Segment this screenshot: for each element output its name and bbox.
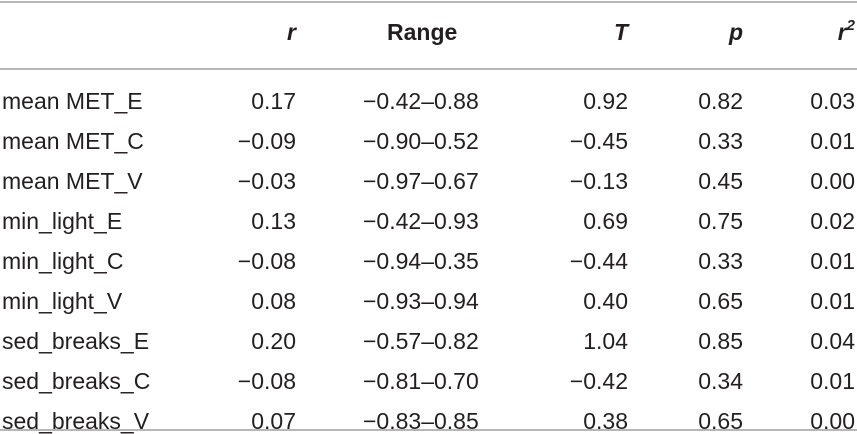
- r-squared-cell: 0.02: [810, 208, 855, 234]
- p-cell: 0.82: [698, 88, 743, 114]
- T-cell: −0.13: [569, 168, 628, 194]
- range-cell: −0.42–0.93: [363, 208, 479, 234]
- r-squared-cell: 0.03: [810, 88, 855, 114]
- r-cell: 0.08: [251, 288, 296, 314]
- p-cell: 0.34: [698, 368, 743, 394]
- T-cell: 0.92: [583, 88, 628, 114]
- range-cell: −0.42–0.88: [363, 88, 479, 114]
- header-T: T: [613, 19, 628, 45]
- T-cell: 0.40: [583, 288, 628, 314]
- header-p: p: [728, 19, 743, 45]
- r-cell: −0.08: [237, 248, 296, 274]
- T-cell: −0.44: [569, 248, 628, 274]
- p-cell: 0.65: [698, 408, 743, 434]
- table-bottom-rule: [0, 429, 857, 431]
- p-cell: 0.85: [698, 328, 743, 354]
- range-cell: −0.93–0.94: [363, 288, 479, 314]
- table-top-rule: [0, 1, 857, 3]
- range-cell: −0.81–0.70: [363, 368, 479, 394]
- row-label-cell: mean MET_C: [2, 128, 144, 154]
- r-squared-cell: 0.00: [810, 168, 855, 194]
- r-squared-cell: 0.01: [810, 248, 855, 274]
- row-label-cell: mean MET_E: [2, 88, 143, 114]
- row-label-cell: sed_breaks_C: [2, 368, 151, 394]
- r-cell: 0.17: [251, 88, 296, 114]
- row-label-cell: sed_breaks_E: [2, 328, 150, 354]
- row-label-cell: sed_breaks_V: [2, 408, 150, 434]
- r-cell: −0.03: [237, 168, 296, 194]
- r-squared-cell: 0.01: [810, 128, 855, 154]
- p-cell: 0.45: [698, 168, 743, 194]
- r-cell: −0.09: [237, 128, 296, 154]
- r-cell: −0.08: [237, 368, 296, 394]
- row-label-cell: mean MET_V: [2, 168, 143, 194]
- T-cell: −0.45: [569, 128, 628, 154]
- r-squared-cell: 0.04: [810, 328, 855, 354]
- range-cell: −0.83–0.85: [363, 408, 479, 434]
- T-cell: 0.69: [583, 208, 628, 234]
- header-range: Range: [387, 19, 458, 45]
- T-cell: 1.04: [583, 328, 628, 354]
- r-cell: 0.07: [251, 408, 296, 434]
- range-cell: −0.90–0.52: [363, 128, 479, 154]
- range-cell: −0.97–0.67: [363, 168, 479, 194]
- r-cell: 0.20: [251, 328, 296, 354]
- range-cell: −0.94–0.35: [363, 248, 479, 274]
- r-squared-cell: 0.01: [810, 288, 855, 314]
- row-label-cell: min_light_E: [2, 208, 123, 234]
- header-rule: [0, 68, 857, 70]
- r-squared-cell: 0.00: [810, 408, 855, 434]
- p-cell: 0.33: [698, 128, 743, 154]
- r-cell: 0.13: [251, 208, 296, 234]
- T-cell: 0.38: [583, 408, 628, 434]
- T-cell: −0.42: [569, 368, 628, 394]
- header-r: r: [287, 19, 296, 45]
- row-label-cell: min_light_C: [2, 248, 124, 274]
- p-cell: 0.75: [698, 208, 743, 234]
- r-squared-cell: 0.01: [810, 368, 855, 394]
- p-cell: 0.65: [698, 288, 743, 314]
- range-cell: −0.57–0.82: [363, 328, 479, 354]
- header-r-squared: r2: [837, 17, 855, 45]
- row-label-cell: min_light_V: [2, 288, 123, 314]
- p-cell: 0.33: [698, 248, 743, 274]
